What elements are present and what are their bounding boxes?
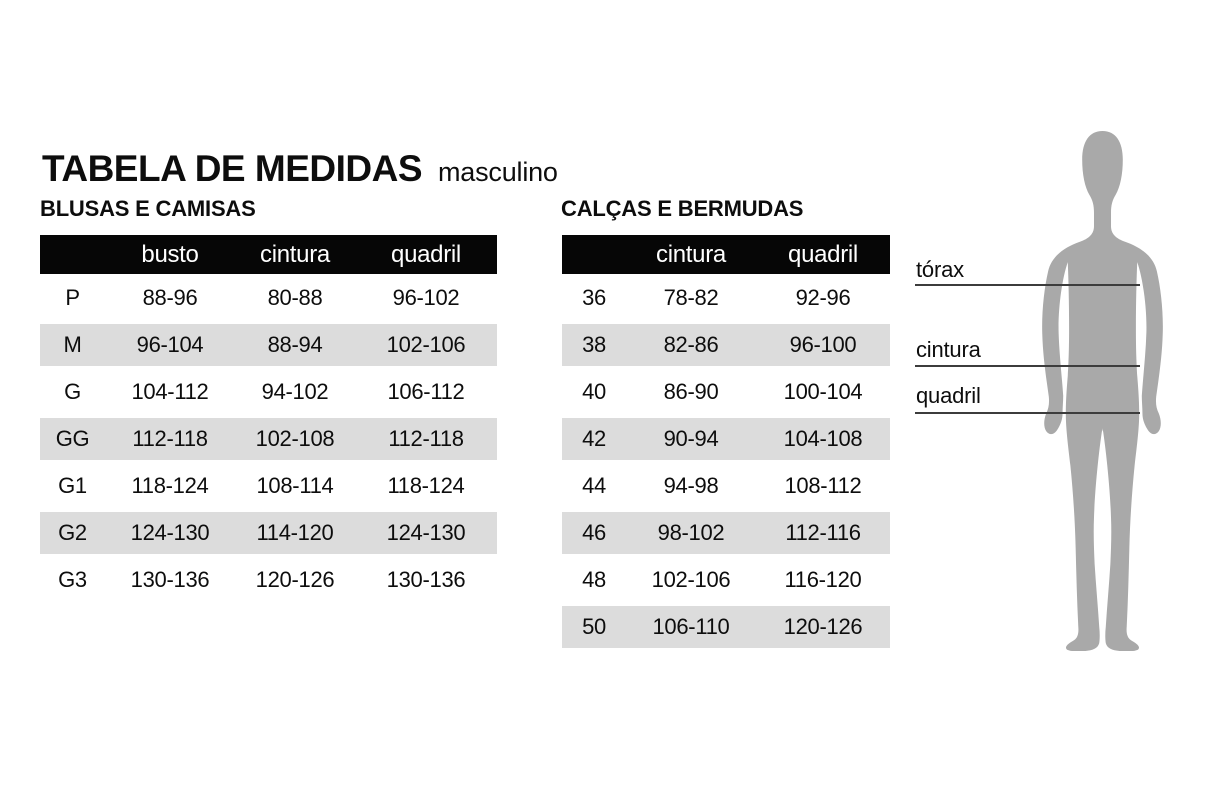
table-row: GG 112-118 102-108 112-118: [40, 415, 497, 462]
measure-cell: 112-118: [355, 415, 497, 462]
silhouette-shape: [1042, 130, 1163, 651]
measure-cell: 124-130: [105, 509, 235, 556]
table-row: 36 78-82 92-96: [562, 274, 890, 321]
measure-cell: 94-98: [663, 472, 719, 498]
column-header: [562, 235, 626, 274]
measure-cell: 102-106: [355, 321, 497, 368]
measure-cell: 130-136: [386, 566, 466, 592]
measure-cell: 106-112: [387, 378, 465, 404]
section-title-calcas: CALÇAS E BERMUDAS: [561, 196, 804, 221]
measure-cell: 104-108: [756, 415, 890, 462]
size-cell: P: [65, 284, 80, 310]
measure-cell: 118-124: [387, 472, 465, 498]
column-header: quadril: [355, 235, 497, 274]
measurement-line: [915, 365, 1140, 367]
table-row: 50 106-110 120-126: [562, 603, 890, 650]
size-cell: 50: [562, 603, 626, 650]
measure-cell: 120-126: [756, 603, 890, 650]
measurement-label-torax: tórax: [916, 257, 964, 282]
table-row: 38 82-86 96-100: [562, 321, 890, 368]
measure-cell: 120-126: [255, 566, 335, 592]
column-header: [40, 235, 105, 274]
measure-cell: 96-104: [105, 321, 235, 368]
measure-cell: 80-88: [267, 284, 323, 310]
measure-cell: 88-94: [235, 321, 355, 368]
measure-cell: 124-130: [355, 509, 497, 556]
size-cell: 40: [582, 378, 606, 404]
page-subtitle: masculino: [438, 157, 558, 187]
measurement-line: [915, 412, 1140, 414]
measure-cell: 130-136: [130, 566, 210, 592]
measure-cell: 98-102: [626, 509, 756, 556]
table-row: G3 130-136 120-126 130-136: [40, 556, 497, 603]
column-header: busto: [105, 235, 235, 274]
table-row: 40 86-90 100-104: [562, 368, 890, 415]
measure-cell: 96-102: [392, 284, 460, 310]
table-row: 46 98-102 112-116: [562, 509, 890, 556]
size-cell: 44: [582, 472, 606, 498]
column-header: cintura: [235, 235, 355, 274]
measure-cell: 118-124: [131, 472, 209, 498]
measure-cell: 90-94: [626, 415, 756, 462]
size-cell: G3: [58, 566, 87, 592]
measure-cell: 82-86: [626, 321, 756, 368]
measure-cell: 100-104: [783, 378, 863, 404]
page-title: TABELA DE MEDIDAS: [42, 148, 423, 189]
measure-cell: 96-100: [756, 321, 890, 368]
calcas-table: cintura quadril 36 78-82 92-96 38 82-86 96-100…: [562, 235, 890, 650]
measure-cell: 112-118: [105, 415, 235, 462]
size-cell: M: [40, 321, 105, 368]
measure-cell: 102-106: [651, 566, 731, 592]
table-row: M 96-104 88-94 102-106: [40, 321, 497, 368]
size-cell: 42: [562, 415, 626, 462]
table-row: 42 90-94 104-108: [562, 415, 890, 462]
measure-cell: 102-108: [235, 415, 355, 462]
table-row: 44 94-98 108-112: [562, 462, 890, 509]
size-cell: GG: [40, 415, 105, 462]
table-row: G 104-112 94-102 106-112: [40, 368, 497, 415]
measure-cell: 78-82: [663, 284, 719, 310]
size-cell: G1: [58, 472, 87, 498]
measure-cell: 94-102: [261, 378, 329, 404]
measure-cell: 114-120: [235, 509, 355, 556]
measurement-line: [915, 284, 1140, 286]
table-row: G1 118-124 108-114 118-124: [40, 462, 497, 509]
size-cell: G: [64, 378, 81, 404]
column-header: quadril: [756, 235, 890, 274]
measure-cell: 112-116: [756, 509, 890, 556]
male-body-silhouette: [1042, 130, 1163, 651]
measure-cell: 106-110: [626, 603, 756, 650]
measurement-label-quadril: quadril: [916, 383, 981, 408]
section-title-blusas: BLUSAS E CAMISAS: [40, 196, 256, 221]
table-row: P 88-96 80-88 96-102: [40, 274, 497, 321]
blusas-table-header: busto cintura quadril: [40, 235, 497, 274]
size-cell: 46: [562, 509, 626, 556]
measure-cell: 116-120: [784, 566, 862, 592]
blusas-table: busto cintura quadril P 88-96 80-88 96-102 M 96…: [40, 235, 497, 603]
page-title-row: TABELA DE MEDIDAS masculino: [42, 148, 558, 190]
measure-cell: 108-114: [256, 472, 334, 498]
measure-cell: 108-112: [784, 472, 862, 498]
column-header: cintura: [626, 235, 756, 274]
size-cell: G2: [40, 509, 105, 556]
measure-cell: 104-112: [131, 378, 209, 404]
size-cell: 36: [582, 284, 606, 310]
size-cell: 38: [562, 321, 626, 368]
measure-cell: 86-90: [663, 378, 719, 404]
measure-cell: 92-96: [795, 284, 851, 310]
measure-cell: 88-96: [142, 284, 198, 310]
measurement-label-cintura: cintura: [916, 337, 981, 362]
size-cell: 48: [582, 566, 606, 592]
table-row: G2 124-130 114-120 124-130: [40, 509, 497, 556]
table-row: 48 102-106 116-120: [562, 556, 890, 603]
calcas-table-header: cintura quadril: [562, 235, 890, 274]
